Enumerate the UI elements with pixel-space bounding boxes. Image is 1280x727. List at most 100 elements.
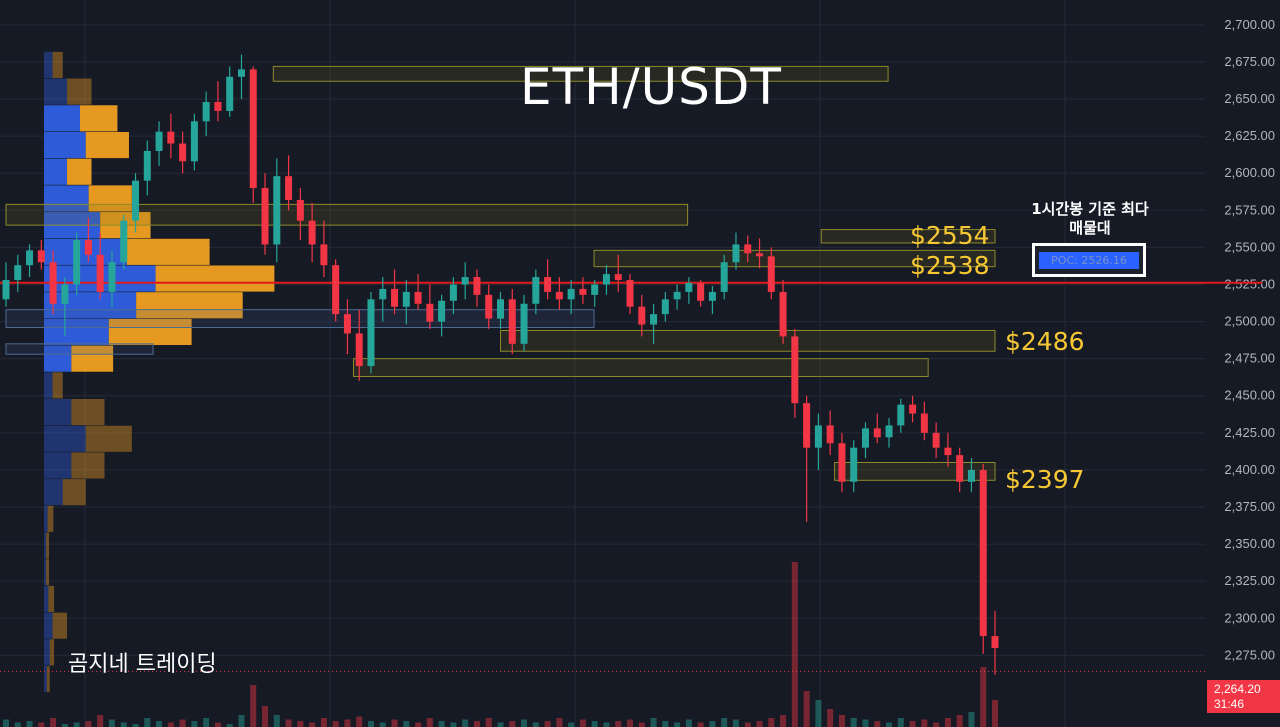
volume-profile-sell-bar (47, 505, 54, 532)
candle-countdown: 31:46 (1214, 697, 1245, 711)
volume-bar (603, 722, 610, 727)
support-resistance-zone (593, 249, 996, 268)
candle-body (61, 284, 69, 304)
volume-bar (768, 718, 775, 727)
candle-body (2, 280, 10, 300)
volume-profile-buy-bar (44, 666, 47, 693)
candle-body (756, 253, 764, 257)
candle-body (920, 413, 928, 433)
candle-body (720, 262, 728, 292)
candle-body (791, 336, 799, 404)
last-price-badge: 2,264.20 31:46 (1207, 680, 1280, 713)
candle-body (767, 256, 775, 292)
volume-bar (144, 718, 151, 727)
support-resistance-zone (5, 309, 595, 329)
level-label-2397: $2397 (1005, 465, 1085, 494)
volume-profile-sell-bar (48, 585, 55, 613)
volume-profile-buy-bar (44, 292, 137, 319)
volume-profile-sell-bar (85, 425, 132, 452)
candle-body (779, 291, 787, 337)
support-resistance-zone (352, 358, 929, 377)
volume-profile-sell-bar (88, 185, 132, 212)
candle-body (591, 284, 599, 295)
candle-body (614, 274, 622, 281)
candle-body (967, 469, 975, 482)
volume-bar (944, 718, 951, 727)
candle-body (673, 291, 681, 300)
volume-bar (226, 724, 233, 727)
volume-bar (544, 721, 551, 727)
volume-profile-sell-bar (67, 78, 92, 105)
candle-body (426, 303, 434, 322)
candle-body (826, 425, 834, 444)
volume-bar (532, 722, 539, 727)
candle-body (343, 314, 351, 334)
candle-body (508, 299, 516, 344)
volume-bar (38, 722, 45, 727)
candle-body (49, 262, 57, 304)
candle-body (685, 283, 693, 292)
volume-bar (156, 721, 163, 727)
volume-bar (250, 685, 257, 727)
y-tick-label: 2,500.00 (1224, 314, 1275, 329)
y-tick-label: 2,350.00 (1224, 536, 1275, 551)
y-tick-label: 2,600.00 (1224, 165, 1275, 180)
volume-bar (415, 722, 422, 727)
candle-body (143, 150, 151, 181)
volume-bar (179, 719, 186, 727)
y-tick-label: 2,650.00 (1224, 91, 1275, 106)
volume-bar (615, 721, 622, 727)
candle-body (473, 277, 481, 295)
candle-body (96, 254, 104, 292)
volume-profile-sell-bar (155, 265, 275, 292)
candle-body (332, 265, 340, 315)
volume-bar (332, 721, 339, 727)
volume-bar (297, 721, 304, 727)
candle-body (744, 244, 752, 254)
y-tick-label: 2,575.00 (1224, 202, 1275, 217)
volume-bar (721, 718, 728, 727)
volume-bar (26, 721, 33, 727)
volume-profile-buy-bar (44, 318, 109, 346)
volume-profile-sell-bar (46, 532, 50, 559)
volume-bar (509, 721, 516, 727)
candle-body (285, 176, 293, 200)
volume-profile-buy-bar (44, 105, 80, 132)
candle-body (838, 443, 846, 482)
volume-bar (638, 722, 645, 727)
candle-body (355, 333, 363, 367)
candle-body (979, 469, 987, 637)
volume-profile-sell-bar (71, 399, 105, 426)
volume-bar (850, 718, 857, 727)
candle-body (132, 180, 140, 221)
candle-body (367, 299, 375, 367)
volume-profile-buy-bar (44, 612, 53, 639)
candle-body (579, 288, 587, 295)
y-tick-label: 2,450.00 (1224, 388, 1275, 403)
volume-profile-sell-bar (52, 612, 68, 639)
y-tick-label: 2,325.00 (1224, 573, 1275, 588)
volume-profile-sell-bar (46, 666, 50, 693)
candle-body (308, 220, 316, 245)
candle-body (732, 244, 740, 263)
volume-bar (968, 712, 975, 727)
candle-body (850, 447, 858, 482)
candle-body (249, 69, 257, 189)
volume-bar (61, 724, 68, 727)
volume-profile-sell-bar (52, 51, 63, 78)
volume-profile-buy-bar (44, 452, 72, 479)
candle-body (532, 277, 540, 304)
volume-bar (709, 721, 716, 727)
volume-bar (497, 722, 504, 727)
volume-profile-buy-bar (44, 532, 47, 559)
volume-profile-buy-bar (44, 479, 63, 506)
volume-bar (85, 721, 92, 727)
candle-body (956, 455, 964, 482)
volume-bar (956, 715, 963, 727)
volume-profile-sell-bar (71, 345, 114, 372)
candle-body (485, 294, 493, 319)
candle-body (944, 447, 952, 456)
candle-body (108, 262, 116, 292)
